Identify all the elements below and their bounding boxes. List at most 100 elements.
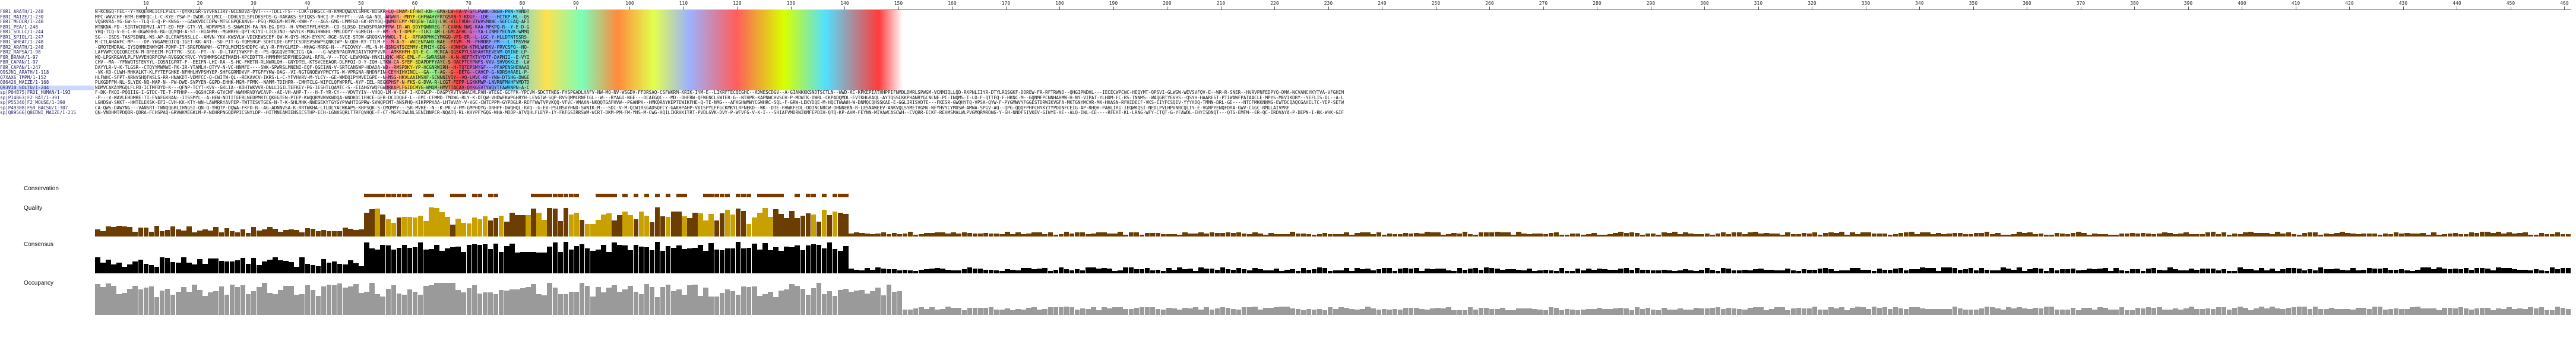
annotation-bar — [805, 194, 811, 197]
annotation-bar — [2076, 232, 2081, 237]
sequence-name[interactable]: F8R1_ARATH/1-248 — [0, 10, 44, 14]
annotation-bar — [1123, 309, 1129, 315]
annotation-bar — [2474, 268, 2480, 273]
sequence-name[interactable]: O86426_MAIZE/1-168 — [0, 80, 49, 85]
sequence-name[interactable]: sp|P14863|F2_RAT/1-391 — [0, 94, 60, 100]
annotation-bar — [660, 286, 666, 315]
annotation-bar — [1478, 270, 1484, 273]
sequence-name[interactable]: Q93VI0_SOLTU/1-244 — [0, 85, 94, 90]
alignment-row[interactable]: NDMVCAKAYMGQLFLPD-ICTMFDYD-K---QFNP-TCYT… — [95, 85, 2571, 90]
annotation-bar — [670, 247, 676, 273]
alignment-row[interactable]: LAFVWPCQQIQRCEDN-M-DFEEIM-FGTTYK--SGG--P… — [95, 49, 2571, 55]
sequence-name[interactable]: F8R_BRANA/1-97 — [0, 54, 39, 60]
sequence-name[interactable]: F8R2_ARATH/1-248 — [0, 44, 44, 50]
annotation-bar — [2458, 269, 2464, 273]
annotation-bar — [477, 219, 483, 237]
ruler-tick-label: 300 — [1700, 1, 1709, 6]
annotation-bar — [2431, 232, 2436, 237]
alignment-row[interactable]: LGHDSW-SKKT--HWTELEKSK-EFI-CVH-KK-KTY-WN… — [95, 100, 1344, 105]
alignment-row[interactable]: YRQ-TCQ-V-E-C-W-DGWKHHG-RG-QQYQH-A-ST--H… — [95, 29, 2571, 35]
annotation-bar — [1505, 232, 1511, 237]
annotation-bar — [811, 194, 817, 197]
alignment-row[interactable]: HLFWHC-SFPT-ARNVSHQFNSLS-RR-HNAKDT-VDMFC… — [95, 75, 2571, 80]
alignment-row[interactable]: -VK-KD-CLWH-MHKALKT-KLFYTEFGHKE-NFMHLHVP… — [95, 70, 2571, 75]
alignment-row[interactable]: CHV--MA--YFNWQTSTEVYYL-IQSNIGPRT-F--EEIF… — [95, 59, 2571, 65]
annotation-bar — [1931, 268, 1936, 273]
sequence-name[interactable]: F8R1_MAIZE/1-230 — [0, 14, 44, 20]
annotation-bar — [2560, 307, 2566, 315]
annotation-bar — [951, 270, 956, 273]
annotation-bar — [1462, 270, 1468, 273]
alignment-row[interactable]: CA-QWS-DAWYNG---VANSRT-TWNQQGRLIHNGSI-QN… — [95, 105, 1290, 111]
annotation-bar — [1349, 308, 1355, 315]
alignment-row[interactable]: PLKGDFFM-NL-SLYEK-NQ-MAP-N--PW-DWE-SVPYE… — [95, 80, 2571, 86]
alignment-row[interactable]: N-KCNGQ-FEL--Y-YKQEKMEICFLPSDL--QYKKLGR-… — [95, 10, 2571, 15]
alignment-row[interactable]: M-CTLAHAWFC-MP----DP-YWGAMEDICQ-IGET-KK-… — [95, 39, 2571, 45]
alignment-panel[interactable]: N-KCNGQ-FEL--Y-YKQEKMEICFLPSDL--QYKKLGR-… — [95, 10, 2571, 176]
annotation-bar — [229, 231, 235, 237]
annotation-bar — [1344, 232, 1349, 237]
annotation-bar — [2393, 232, 2399, 237]
annotation-bar — [2173, 308, 2178, 315]
annotation-bar — [687, 218, 692, 237]
annotation-bar — [2485, 232, 2490, 237]
sequence-name[interactable]: sp|Q89566|Q8EDNI_MAIZE/1-215 — [0, 110, 77, 115]
sequence-name[interactable]: F8R1_SPIOL/1-247 — [0, 34, 44, 40]
alignment-row[interactable]: -GMQTEMDRAL-IYSQHMKENWYGM-PDMP-IT-SRGFDN… — [95, 45, 2571, 50]
annotation-bar — [886, 234, 892, 237]
sequence-name[interactable]: sp|P49388|FSR_BACSU/1-307 — [0, 105, 68, 111]
annotation-bar — [2210, 232, 2216, 237]
annotation-bar — [283, 260, 289, 273]
sequence-name[interactable]: F8R1_PEA/1-248 — [0, 24, 39, 30]
alignment-row[interactable]: MPC-WWVCHF-HTM-EHMFQC-L-C-KYE-YSW-P-IWDR… — [95, 14, 2571, 20]
sequence-name[interactable]: F8R2_RAPSA/1-98 — [0, 49, 41, 55]
sequence-name[interactable]: F8R1_SOLLC/1-244 — [0, 29, 44, 34]
annotation-bar — [2291, 307, 2297, 315]
annotation-bar — [1629, 269, 1635, 273]
sequence-name[interactable]: F8R1_MEDCR/1-248 — [0, 19, 44, 24]
annotation-bar — [2356, 234, 2361, 237]
annotation-bar — [2361, 234, 2367, 237]
annotation-bar — [1005, 232, 1010, 237]
alignment-row[interactable]: WQ-LPGKRGAVLPLFNVVEHQRFCPW-RVGGQCYRVC-YV… — [95, 55, 2571, 60]
sequence-name[interactable]: sp|P55346|F2_MOUSE/1-390 — [0, 100, 65, 105]
annotation-bar — [423, 249, 429, 273]
ruler-tick — [307, 7, 308, 10]
annotation-bar — [477, 194, 483, 197]
sequence-name[interactable]: F8R_CAPAN/1-97 — [0, 59, 39, 65]
annotation-bar — [1817, 268, 1823, 273]
sequence-name[interactable]: sp|P04875|FRDI_HUMAN/1-193 — [0, 90, 71, 95]
annotation-bar — [854, 291, 859, 315]
alignment-row[interactable]: F-DK-FKQI-PQQIIG-I-GTDC-TE-T-PFHHP---QGS… — [95, 90, 1344, 95]
annotation-bar — [364, 242, 369, 273]
annotation-bar — [1413, 268, 1419, 273]
sequence-name[interactable]: F8R_CAPAN/1-247 — [0, 64, 41, 70]
annotation-bar — [606, 213, 612, 237]
annotation-bar — [2065, 269, 2071, 273]
annotation-bar — [724, 289, 730, 315]
sequence-name[interactable]: Q7XAX6_TMPM/1-152 — [0, 74, 46, 80]
annotation-bar — [1806, 233, 1812, 237]
annotation-bar — [1037, 310, 1042, 315]
annotation-bar — [315, 266, 321, 273]
annotation-bar — [552, 194, 558, 197]
sequence-name[interactable]: Q9SJN1_ARATH/1-118 — [0, 70, 49, 75]
annotation-bar — [1569, 234, 1575, 237]
annotation-bar — [751, 243, 757, 273]
alignment-row[interactable]: QN-VNDHMTPDQDR-QDRA-FCHSPAQ-GRVWKMEGKLM-… — [95, 110, 1344, 115]
annotation-bar — [143, 288, 149, 315]
alignment-row[interactable]: -P---V-WAVLEHDMRE-TI-FVAFGKRAN--ITSSMYL-… — [95, 94, 1344, 100]
annotation-bar — [2119, 307, 2125, 315]
alignment-row[interactable]: VQSRVRA-YG-GW-S--TLQ-E-Q-P-KNSG---GAWKVD… — [95, 19, 2571, 25]
annotation-bar — [1419, 234, 1425, 237]
annotation-bar — [488, 220, 493, 237]
annotation-bar — [859, 233, 865, 237]
alignment-row[interactable]: DAYYLR-V-K-TLGSR--CTQYYMWMWE-FK-IR-YTAML… — [95, 65, 2571, 70]
annotation-bar — [1005, 269, 1010, 273]
annotation-bar — [967, 267, 973, 273]
alignment-row[interactable]: SG---ISDS-TASPSDNRL-WS-AP-QLCPAFSNSLLC--… — [95, 34, 2571, 40]
alignment-row[interactable]: WTNKNA-FD--SIRTWCRDMVI-ATT-ED-FEF-GTY-VL… — [95, 24, 2571, 30]
annotation-bar — [2469, 269, 2474, 273]
annotation-bar — [1656, 234, 1662, 237]
sequence-name[interactable]: F8R1_WHEAT/1-248 — [0, 39, 44, 45]
